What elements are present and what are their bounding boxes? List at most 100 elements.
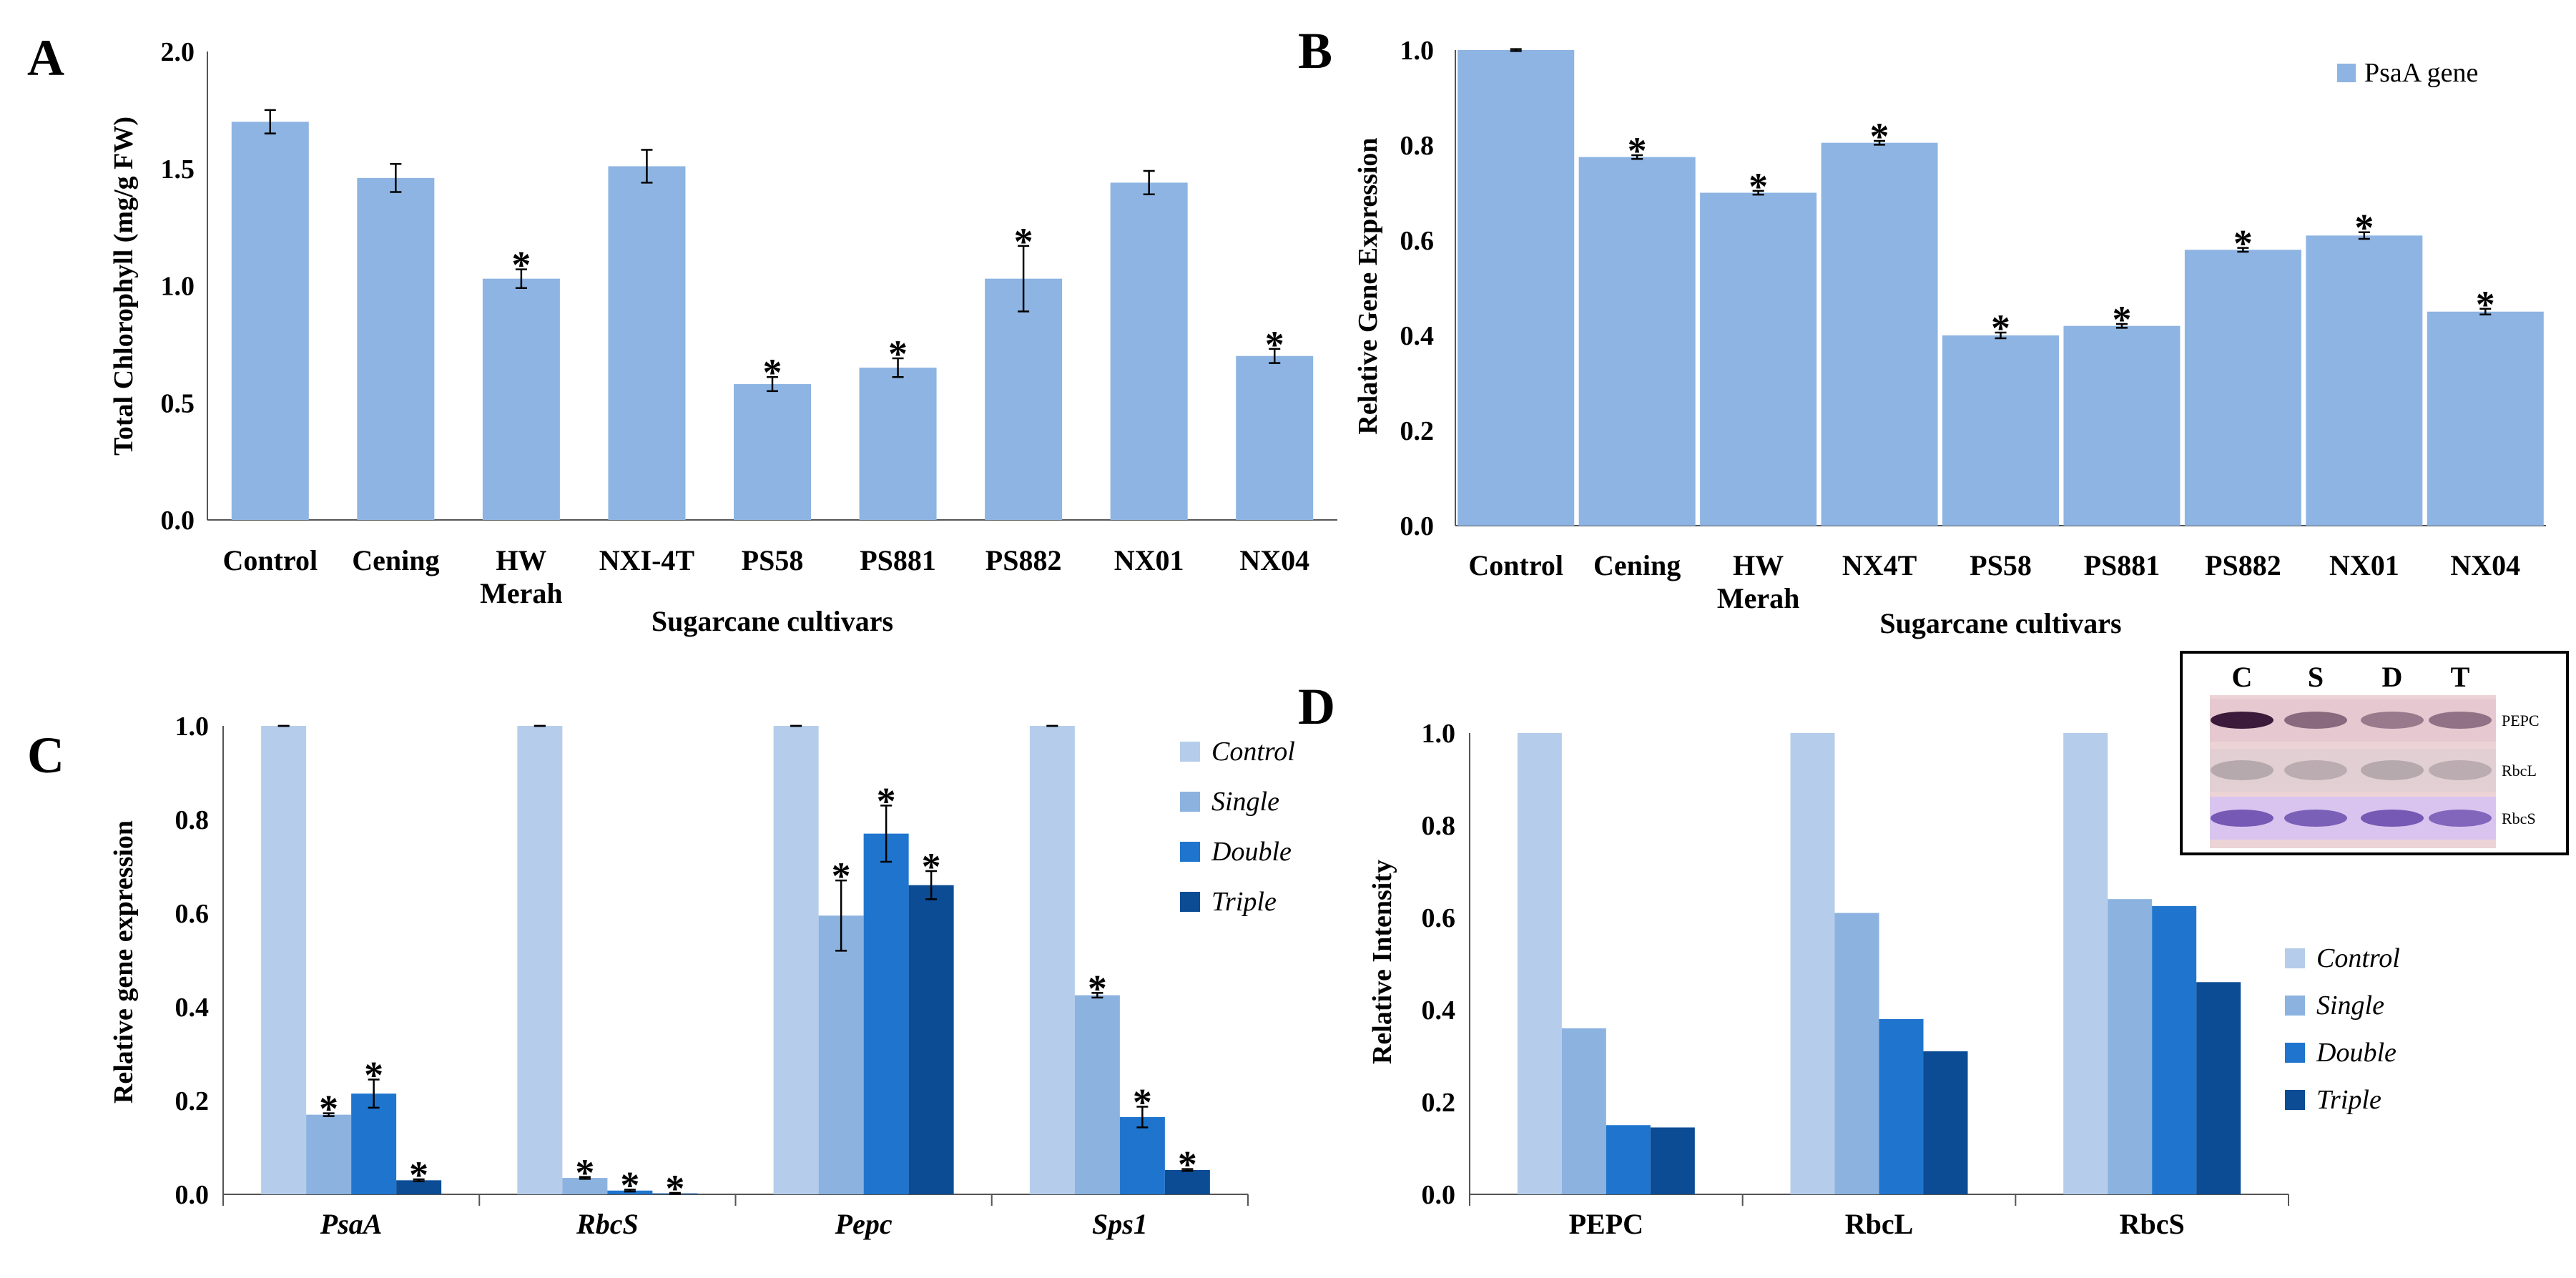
bar-A-1 xyxy=(357,177,435,520)
significance-star-C: * xyxy=(575,1151,594,1194)
y-tick-label-D: 0.4 xyxy=(1422,996,1456,1026)
category-label-B-4: PS58 xyxy=(1970,549,2032,581)
category-label-D-0: PEPC xyxy=(1569,1208,1643,1240)
blot-lane-label: D xyxy=(2382,661,2403,693)
blot-band-PEPC xyxy=(2361,712,2424,729)
category-label-A-6: PS882 xyxy=(985,544,1062,576)
category-label-B-3: NX4T xyxy=(1842,549,1917,581)
category-label-C-1: RbcS xyxy=(576,1208,639,1240)
bar-A-6 xyxy=(985,278,1063,520)
significance-star-C: * xyxy=(1178,1144,1197,1186)
blot-row-label: RbcL xyxy=(2502,762,2537,780)
panel-letter-A: A xyxy=(27,29,64,87)
blot-band-PEPC xyxy=(2211,712,2273,729)
category-label-A-1: Cening xyxy=(352,544,439,576)
bar-C-PsaA-Control xyxy=(261,726,307,1194)
significance-star-B-5: * xyxy=(2112,298,2131,341)
legend-swatch-D-Double xyxy=(2285,1043,2305,1063)
legend-swatch-C-Double xyxy=(1180,842,1200,862)
legend-label-D-Double: Double xyxy=(2316,1038,2396,1068)
bar-A-8 xyxy=(1236,355,1314,520)
blot-band-RbcL xyxy=(2211,760,2273,780)
significance-star-B-3: * xyxy=(1870,115,1889,158)
category-label-C-0: PsaA xyxy=(320,1208,383,1240)
y-tick-label-B: 1.0 xyxy=(1400,36,1435,66)
bar-D-RbcL-Triple xyxy=(1923,1051,1968,1194)
y-tick-label-C: 0.0 xyxy=(175,1180,210,1210)
bar-D-RbcS-Double xyxy=(2152,905,2197,1194)
y-axis-label-A: Total Chlorophyll (mg/g FW) xyxy=(109,117,139,456)
blot-band-PEPC xyxy=(2284,712,2347,729)
bar-D-RbcS-Triple xyxy=(2196,982,2241,1194)
significance-star-A-8: * xyxy=(1265,323,1284,366)
bar-D-RbcS-Single xyxy=(2108,899,2153,1194)
bar-D-PEPC-Control xyxy=(1517,733,1562,1194)
category-label-B-5: PS881 xyxy=(2084,549,2160,581)
significance-star-A-5: * xyxy=(888,333,908,375)
legend-swatch-B xyxy=(2337,64,2356,82)
bar-D-PEPC-Triple xyxy=(1650,1127,1695,1194)
panel-letter-D: D xyxy=(1298,678,1335,735)
legend-label-C-Triple: Triple xyxy=(1211,887,1277,917)
legend-label-C-Double: Double xyxy=(1211,837,1292,867)
y-tick-label-A: 1.0 xyxy=(161,272,195,302)
category-label-A-3: NXI-4T xyxy=(599,544,695,576)
blot-band-PEPC xyxy=(2429,712,2492,729)
blot-row-label: PEPC xyxy=(2502,712,2540,729)
legend-swatch-D-Control xyxy=(2285,948,2305,968)
bar-B-8 xyxy=(2427,311,2544,526)
y-tick-label-D: 0.0 xyxy=(1422,1180,1456,1210)
bar-C-RbcS-Double xyxy=(607,1190,653,1194)
bar-D-RbcL-Control xyxy=(1790,733,1835,1194)
bar-C-Sps1-Triple xyxy=(1164,1169,1210,1194)
blot-band-RbcL xyxy=(2429,760,2492,780)
panel-letter-B: B xyxy=(1298,22,1332,79)
category-label-B-2: Merah xyxy=(1717,582,1800,614)
category-label-C-2: Pepc xyxy=(835,1208,893,1240)
bar-A-2 xyxy=(482,278,560,520)
y-axis-label-C: Relative gene expression xyxy=(109,820,139,1103)
bar-A-4 xyxy=(734,384,811,520)
x-axis-label-B: Sugarcane cultivars xyxy=(1879,607,2121,639)
y-tick-label-B: 0.8 xyxy=(1400,131,1435,161)
significance-star-C: * xyxy=(877,780,896,822)
bar-D-RbcS-Control xyxy=(2063,733,2108,1194)
category-label-A-2: Merah xyxy=(480,577,563,609)
bar-B-4 xyxy=(1942,335,2059,526)
bar-C-RbcS-Single xyxy=(562,1178,608,1194)
significance-star-A-4: * xyxy=(763,351,782,394)
significance-star-B-6: * xyxy=(2233,222,2253,265)
category-label-B-6: PS882 xyxy=(2205,549,2281,581)
bar-B-2 xyxy=(1700,192,1817,526)
significance-star-C: * xyxy=(409,1154,428,1196)
significance-star-B-4: * xyxy=(1991,307,2010,350)
y-tick-label-A: 0.5 xyxy=(161,388,195,418)
blot-lane-label: C xyxy=(2232,661,2253,693)
category-label-B-2: HW xyxy=(1733,549,1784,581)
y-tick-label-D: 1.0 xyxy=(1422,719,1456,749)
significance-star-C: * xyxy=(620,1164,639,1206)
category-label-A-2: HW xyxy=(496,544,546,576)
legend-label-C-Single: Single xyxy=(1211,787,1279,817)
bar-C-Sps1-Single xyxy=(1074,995,1120,1194)
bar-D-RbcL-Double xyxy=(1879,1018,1924,1194)
legend-swatch-C-Single xyxy=(1180,792,1200,812)
bar-C-Pepc-Single xyxy=(818,915,864,1194)
legend-label-C-Control: Control xyxy=(1211,737,1295,767)
blot-band-RbcL xyxy=(2361,760,2424,780)
blot-lane-label: T xyxy=(2451,661,2470,693)
category-label-A-8: NX04 xyxy=(1239,544,1309,576)
category-label-B-7: NX01 xyxy=(2329,549,2399,581)
legend-swatch-D-Triple xyxy=(2285,1090,2305,1110)
bar-C-PsaA-Single xyxy=(306,1114,352,1194)
legend-label-B: PsaA gene xyxy=(2364,58,2478,88)
bar-C-PsaA-Double xyxy=(351,1093,397,1194)
bar-D-RbcL-Single xyxy=(1834,913,1879,1194)
y-tick-label-C: 1.0 xyxy=(175,712,210,742)
legend-label-D-Single: Single xyxy=(2316,991,2384,1021)
legend-swatch-C-Triple xyxy=(1180,892,1200,912)
blot-band-RbcS xyxy=(2211,810,2273,827)
category-label-D-1: RbcL xyxy=(1845,1208,1914,1240)
category-label-A-4: PS58 xyxy=(742,544,804,576)
category-label-A-7: NX01 xyxy=(1114,544,1184,576)
